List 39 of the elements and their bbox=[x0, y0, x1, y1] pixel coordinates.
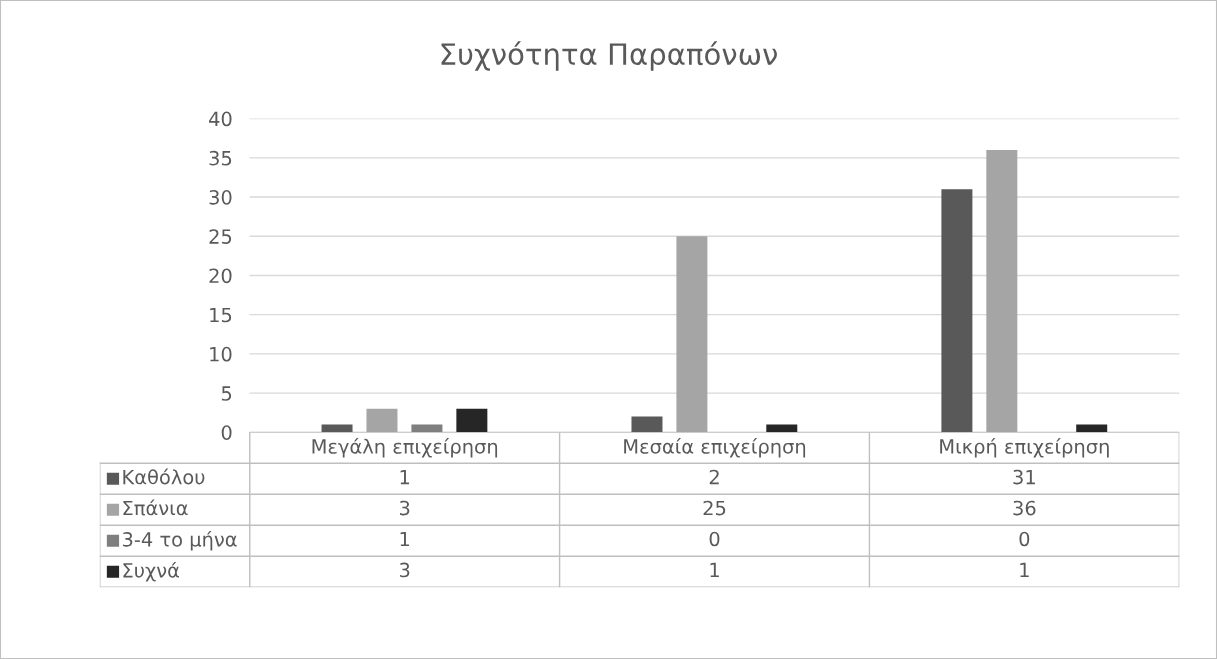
y-tick-label: 5 bbox=[221, 386, 232, 401]
data-label: 3 bbox=[399, 562, 410, 578]
y-tick-label: 20 bbox=[209, 268, 232, 284]
bar bbox=[411, 424, 443, 433]
chart-title: Συχνότητα Παραπόνων bbox=[441, 41, 777, 71]
bar bbox=[631, 416, 663, 433]
y-tick-label: 15 bbox=[210, 307, 232, 323]
data-label: 31 bbox=[1013, 469, 1035, 485]
y-tick-label: 0 bbox=[221, 425, 232, 440]
bar bbox=[321, 424, 353, 433]
data-label: 25 bbox=[703, 500, 726, 516]
data-label: 1 bbox=[1020, 562, 1029, 578]
x-tick-label: Μεσαία επιχείρηση bbox=[624, 437, 806, 458]
bar bbox=[986, 149, 1018, 433]
data-label: 36 bbox=[1013, 500, 1036, 516]
data-label: 0 bbox=[709, 531, 720, 547]
bar bbox=[676, 236, 708, 433]
y-tick-label: 10 bbox=[210, 346, 232, 362]
data-label: 2 bbox=[709, 469, 719, 485]
bar bbox=[766, 424, 798, 433]
legend-label: Συχνά bbox=[123, 561, 179, 582]
bar bbox=[1076, 424, 1108, 433]
legend-label: Σπάνια bbox=[123, 499, 188, 516]
y-tick-label: 40 bbox=[209, 111, 232, 127]
x-tick-label: Μεγάλη επιχείρηση bbox=[312, 437, 498, 458]
data-label: 3 bbox=[399, 500, 410, 516]
data-label: 0 bbox=[1019, 531, 1030, 547]
legend-label: Καθόλου bbox=[123, 468, 205, 485]
bar bbox=[366, 408, 398, 433]
y-tick-label: 30 bbox=[209, 190, 232, 205]
x-tick-label: Μικρή επιχείρηση bbox=[940, 437, 1109, 458]
data-label: 1 bbox=[400, 469, 410, 485]
y-tick-label: 25 bbox=[209, 229, 232, 244]
y-tick-label: 35 bbox=[209, 150, 232, 166]
bar bbox=[456, 408, 488, 433]
bar bbox=[941, 189, 973, 433]
legend-label: 3-4 το μήνα bbox=[122, 530, 237, 551]
data-label: 1 bbox=[710, 562, 719, 578]
data-label: 1 bbox=[400, 531, 410, 547]
